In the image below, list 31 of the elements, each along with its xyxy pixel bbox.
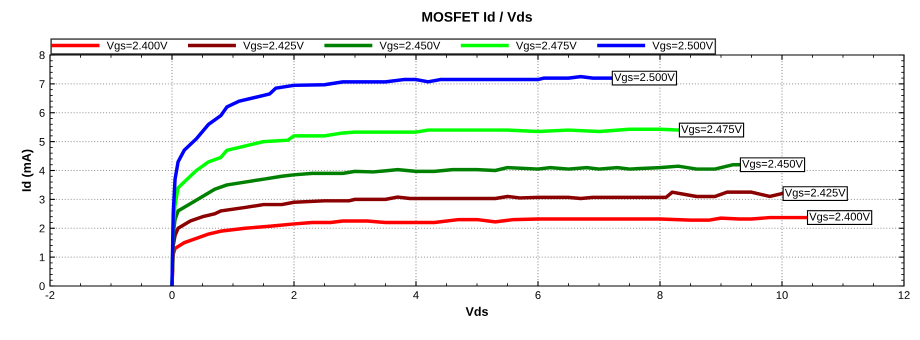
line-series [170,74,613,286]
x-tick-label: 8 [657,291,663,300]
chart-title: MOSFET Id / Vds [422,12,532,22]
legend-label: Vgs=2.400V [106,42,168,52]
x-axis-title: Vds [466,306,488,316]
y-tick-label: 7 [40,80,45,88]
y-tick-label: 1 [40,254,45,262]
y-tick-label: 5 [39,138,45,146]
annotation: Vgs=2.475V [681,125,742,136]
annotation: Vgs=2.450V [742,160,803,170]
legend-label: Vgs=2.500V [652,42,714,52]
y-tick-label: 0 [39,282,45,290]
y-tick-label: 6 [40,109,45,117]
legend-label: Vgs=2.450V [380,42,440,52]
x-tick-label: 4 [413,291,419,299]
x-tick-label: 0 [169,291,175,300]
y-tick-label: 3 [39,196,45,204]
y-tick-label: 8 [39,51,45,60]
x-tick-label: -2 [46,291,54,299]
y-axis-title: Id (mA) [22,150,34,192]
legend-label: Vgs=2.425V [243,42,304,52]
y-tick-label: 2 [40,224,45,232]
x-tick-label: 6 [535,291,541,300]
x-tick-label: 2 [291,291,297,299]
y-tick-label: 4 [39,166,45,175]
x-tick-label: 10 [776,291,788,300]
x-tick-label: 12 [898,291,910,299]
annotation: Vgs=2.425V [784,188,846,199]
annotation: Vgs=2.500V [614,73,675,84]
legend-label: Vgs=2.475V [516,42,577,52]
annotation: Vgs=2.400V [809,212,870,223]
